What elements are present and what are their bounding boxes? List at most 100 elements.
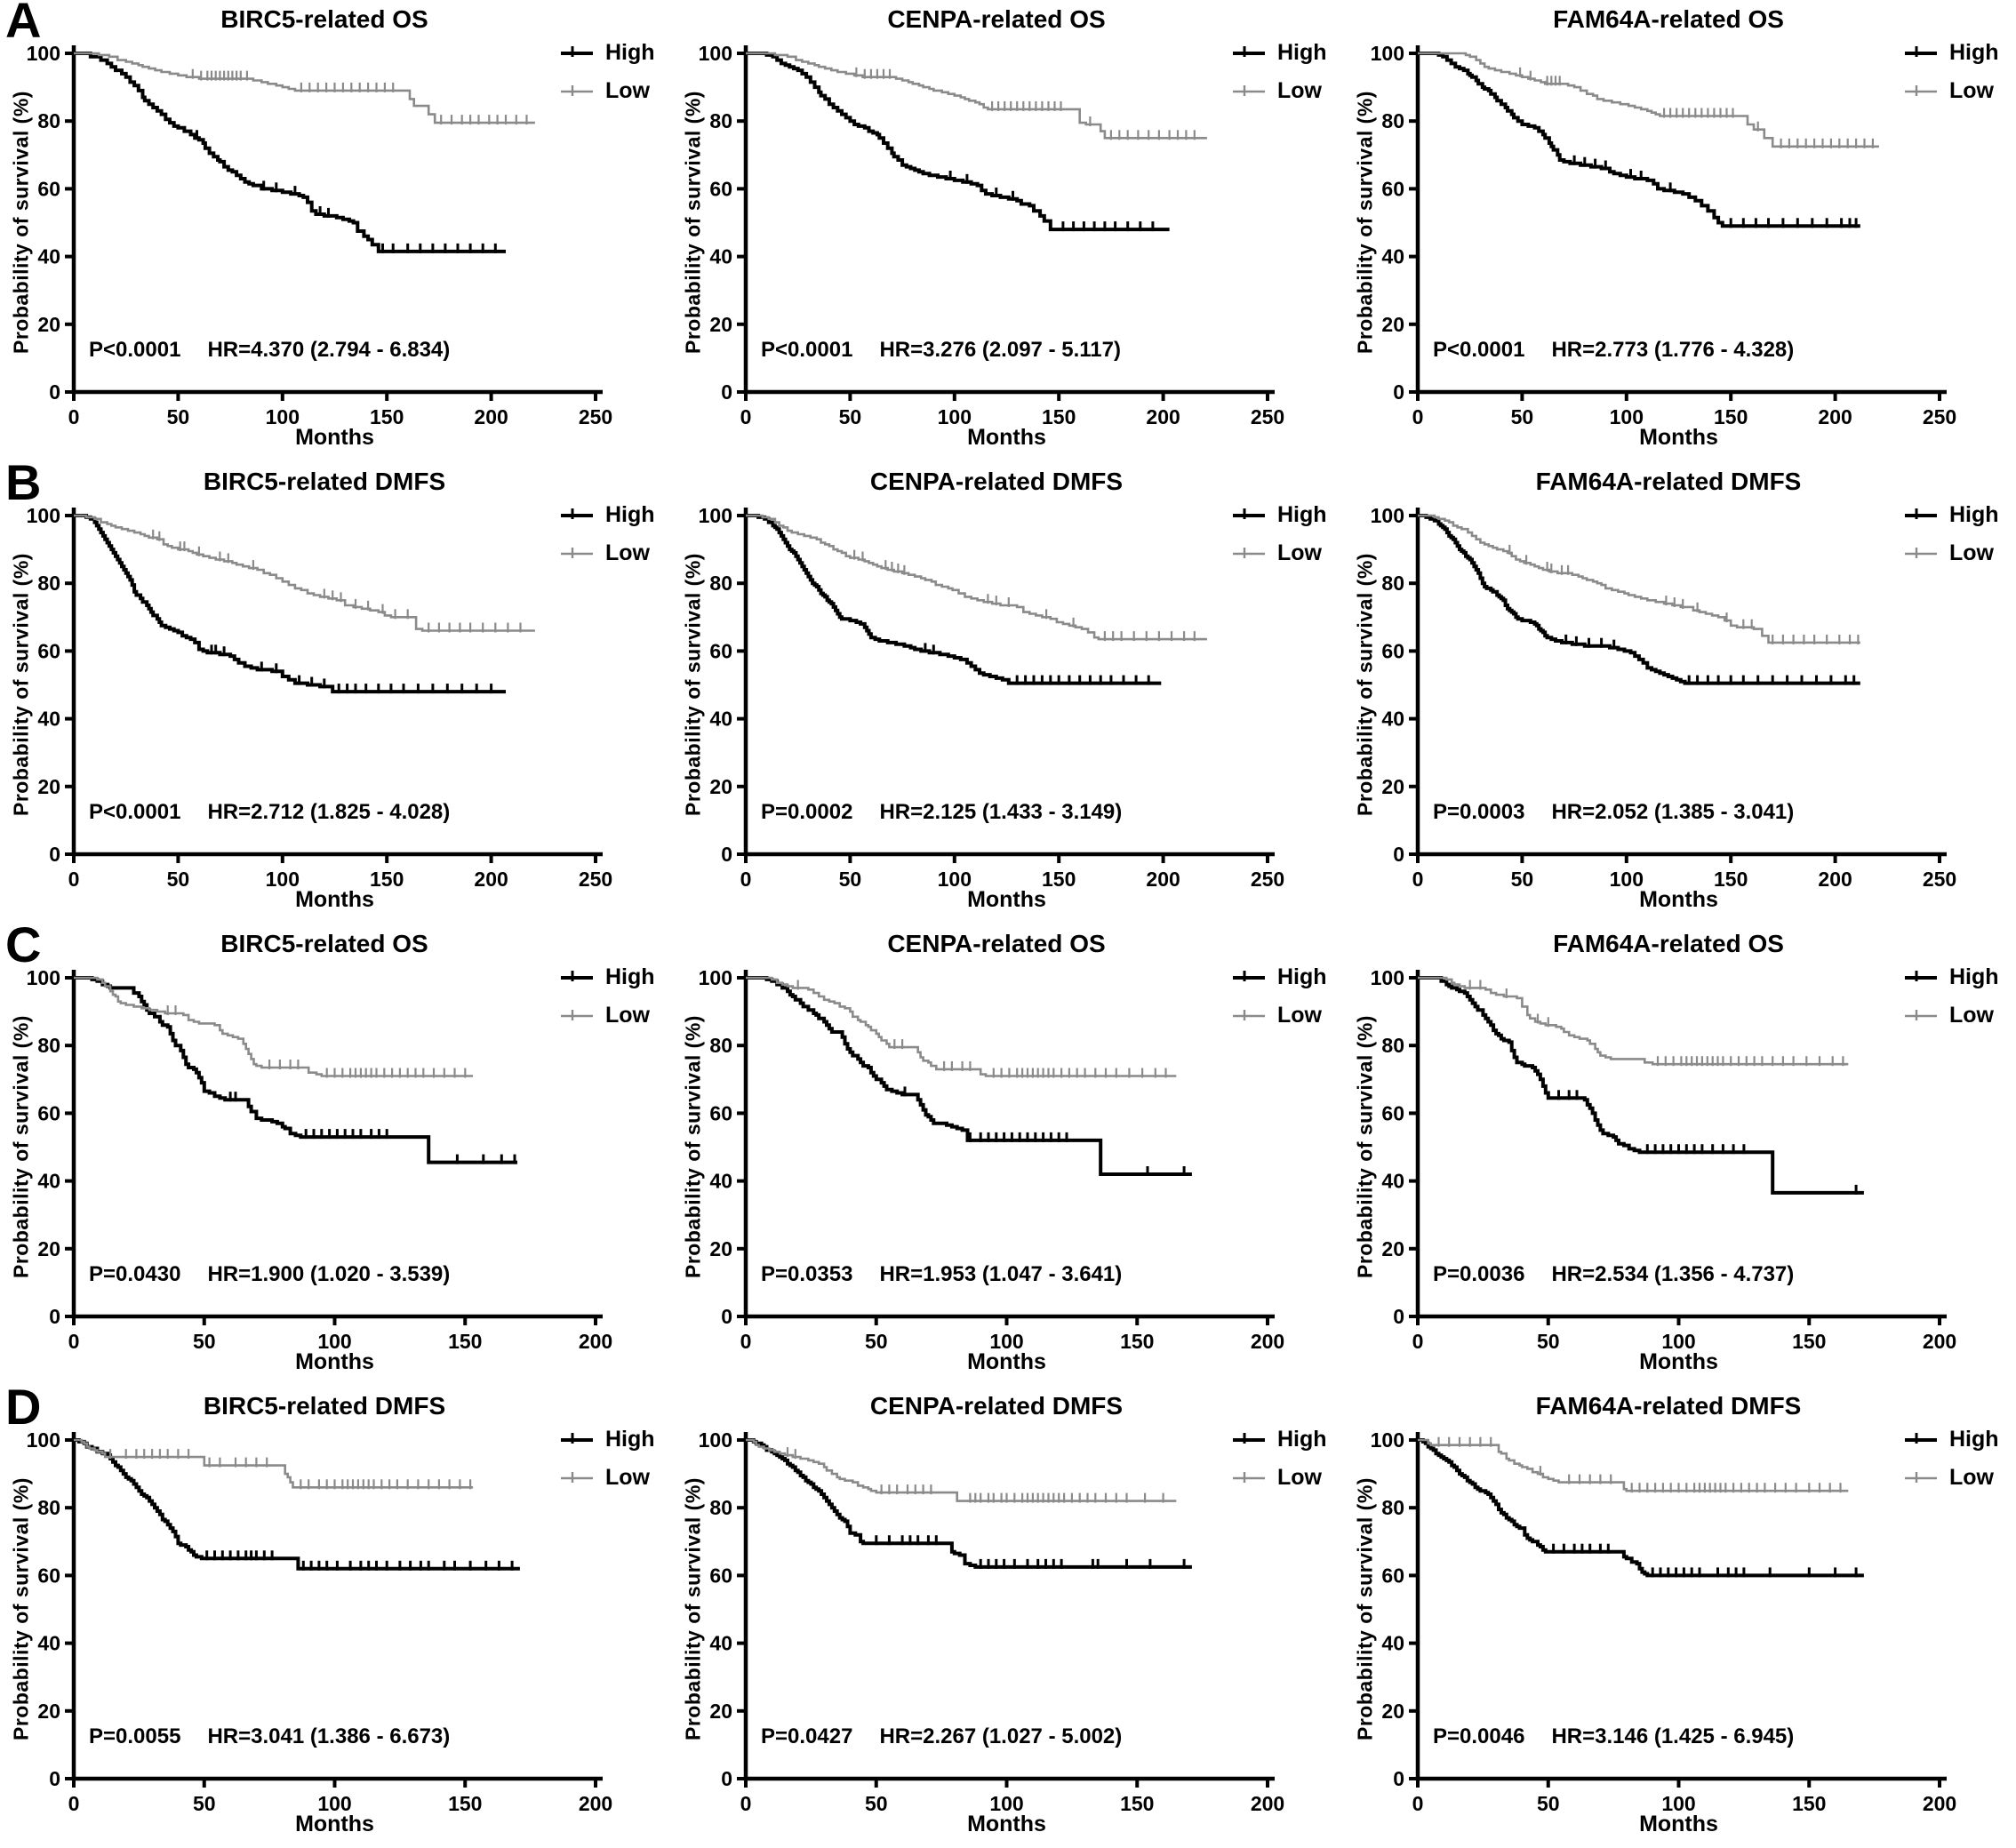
stats-annotation: P=0.0003 HR=2.052 (1.385 - 3.041) — [1433, 800, 1794, 825]
high-curve-swatch-icon — [1233, 1433, 1265, 1444]
y-tick-label: 60 — [709, 177, 732, 200]
p-value: P=0.0036 — [1433, 1262, 1525, 1286]
x-tick-label: 200 — [1251, 1330, 1284, 1353]
high-curve-swatch-icon — [1905, 46, 1937, 57]
x-tick-label: 0 — [740, 1330, 752, 1353]
hazard-ratio: HR=3.146 (1.425 - 6.945) — [1551, 1724, 1795, 1748]
x-tick-label: 150 — [448, 1792, 482, 1815]
legend-low-label: Low — [1277, 77, 1322, 103]
x-tick-label: 50 — [193, 1792, 216, 1815]
legend-high-label: High — [1949, 1426, 1999, 1452]
km-curve-low — [74, 1438, 474, 1489]
panel-title: CENPA-related OS — [887, 930, 1106, 957]
y-tick-label: 20 — [709, 1237, 732, 1260]
y-tick-label: 40 — [1381, 245, 1404, 268]
y-tick-label: 100 — [27, 966, 60, 989]
y-tick-label: 80 — [1381, 109, 1404, 132]
y-tick-label: 60 — [37, 177, 60, 200]
panel-title: FAM64A-related OS — [1553, 930, 1784, 957]
high-curve-swatch-icon — [1905, 1433, 1937, 1444]
y-tick-label: 80 — [709, 109, 732, 132]
y-tick-label: 80 — [37, 1034, 60, 1057]
legend-high-label: High — [605, 964, 655, 989]
row-letter-d: D — [5, 1387, 42, 1435]
legend-low-label: Low — [1949, 540, 1994, 565]
km-curve-low — [746, 1438, 1177, 1502]
row-letter-c: C — [5, 924, 42, 972]
row-letter-b: B — [5, 462, 42, 510]
x-tick-label: 0 — [68, 868, 80, 891]
km-curve-high — [1418, 1438, 1864, 1578]
x-tick-label: 150 — [1120, 1792, 1154, 1815]
legend: High Low — [1230, 502, 1327, 579]
legend: High Low — [558, 502, 655, 579]
y-tick-label: 0 — [1393, 843, 1404, 866]
y-tick-label: 20 — [1381, 1700, 1404, 1723]
km-plot: 0 20 40 60 80 100 0 50 100 150 200 250 — [1371, 42, 1957, 428]
y-tick-label: 20 — [1381, 775, 1404, 798]
hazard-ratio: HR=3.041 (1.386 - 6.673) — [207, 1724, 451, 1748]
y-tick-label: 20 — [709, 1700, 732, 1723]
panel-title: FAM64A-related DMFS — [1535, 1392, 1802, 1420]
x-tick-label: 150 — [1792, 1330, 1826, 1353]
panel-c-cenpa-os: CENPA-related OS Probability of survival… — [672, 924, 1344, 1387]
km-curve-low — [1418, 976, 1849, 1066]
high-curve-swatch-icon — [1905, 971, 1937, 981]
legend-item-high: High — [558, 964, 655, 989]
y-tick-label: 60 — [37, 1564, 60, 1587]
low-curve-swatch-icon — [1233, 548, 1265, 558]
legend-high-label: High — [605, 501, 655, 527]
y-tick-label: 20 — [37, 1237, 60, 1260]
y-tick-label: 80 — [709, 572, 732, 595]
legend-low-label: Low — [1277, 540, 1322, 565]
low-curve-swatch-icon — [1233, 85, 1265, 96]
km-curve-high — [1418, 514, 1860, 685]
low-curve-swatch-icon — [561, 1472, 593, 1483]
x-tick-label: 100 — [989, 1330, 1023, 1353]
stats-annotation: P<0.0001 HR=2.712 (1.825 - 4.028) — [89, 800, 450, 825]
hazard-ratio: HR=2.052 (1.385 - 3.041) — [1551, 800, 1795, 824]
x-tick-label: 200 — [579, 1330, 612, 1353]
km-curve-low — [746, 514, 1207, 641]
hazard-ratio: HR=2.712 (1.825 - 4.028) — [207, 800, 451, 824]
y-tick-label: 100 — [699, 504, 732, 527]
x-axis-label: Months — [295, 425, 374, 450]
legend-low-label: Low — [605, 540, 650, 565]
panel-title: BIRC5-related OS — [220, 930, 428, 957]
y-tick-label: 0 — [1393, 1767, 1404, 1790]
x-axis-label: Months — [967, 1812, 1046, 1836]
panel-title: BIRC5-related DMFS — [203, 1392, 446, 1420]
km-plot: 0 20 40 60 80 100 0 50 100 150 200 250 — [699, 42, 1285, 428]
y-tick-label: 0 — [1393, 380, 1404, 404]
x-tick-label: 100 — [938, 868, 972, 891]
p-value: P=0.0353 — [761, 1262, 853, 1286]
legend: High Low — [1902, 1427, 1999, 1503]
x-axis-label: Months — [1639, 425, 1718, 450]
legend-low-label: Low — [1277, 1002, 1322, 1028]
x-tick-label: 0 — [740, 1792, 752, 1815]
y-tick-label: 20 — [37, 1700, 60, 1723]
x-tick-label: 200 — [474, 868, 508, 891]
panel-b-cenpa-dmfs: CENPA-related DMFS Probability of surviv… — [672, 462, 1344, 924]
legend-item-low: Low — [1230, 78, 1327, 103]
y-tick-label: 0 — [49, 1305, 60, 1328]
y-tick-label: 100 — [1371, 42, 1404, 65]
legend-high-label: High — [1277, 39, 1327, 65]
y-tick-label: 80 — [37, 109, 60, 132]
legend-item-low: Low — [1902, 540, 1999, 565]
x-tick-label: 100 — [266, 405, 300, 428]
legend-low-label: Low — [605, 1464, 650, 1490]
y-tick-label: 60 — [37, 639, 60, 662]
x-tick-label: 100 — [317, 1330, 351, 1353]
legend-high-label: High — [605, 39, 655, 65]
x-axis-label: Months — [967, 425, 1046, 450]
km-plot: 0 20 40 60 80 100 0 50 100 150 200 — [699, 966, 1285, 1353]
x-tick-label: 250 — [579, 868, 612, 891]
y-tick-label: 0 — [721, 380, 732, 404]
legend-item-low: Low — [1902, 1003, 1999, 1028]
low-curve-swatch-icon — [1905, 548, 1937, 558]
y-tick-label: 100 — [27, 42, 60, 65]
legend-high-label: High — [1277, 1426, 1327, 1452]
km-plot: 0 20 40 60 80 100 0 50 100 150 200 — [27, 1428, 613, 1815]
legend-item-high: High — [558, 1427, 655, 1452]
